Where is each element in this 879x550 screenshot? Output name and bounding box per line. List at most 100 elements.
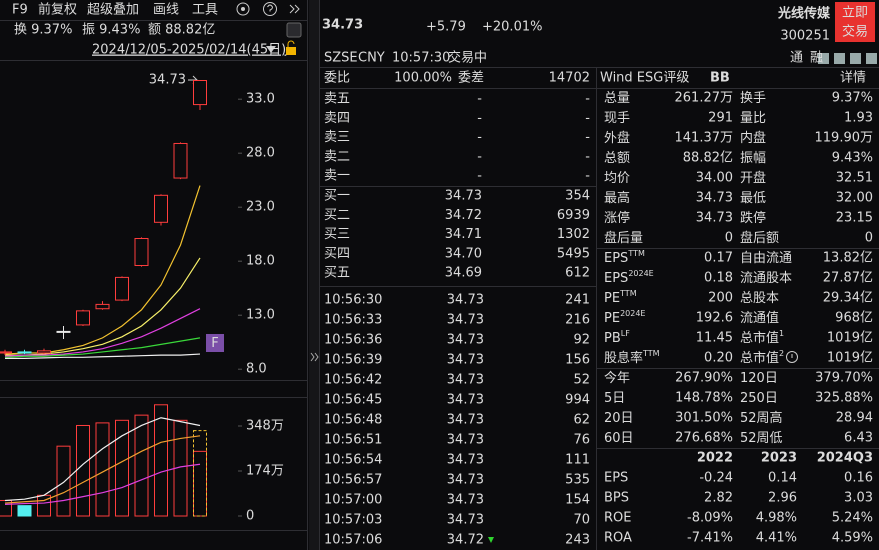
trade-price: 34.73	[447, 413, 484, 428]
marker-box	[206, 334, 224, 352]
stat-label-text: 振幅	[740, 151, 766, 166]
book-label: 买五	[324, 266, 350, 281]
moving-average	[5, 257, 201, 356]
stat-value: 119.90万	[815, 131, 874, 146]
stat-label-text: 现手	[604, 111, 630, 126]
date-range[interactable]: 2024/12/05-2025/02/14(45日)	[92, 43, 286, 58]
stat-label-sup: 2024E	[628, 269, 653, 278]
stat-label-text: 总额	[604, 151, 630, 166]
book-price: -	[477, 130, 482, 145]
toolbar-item[interactable]: 前复权	[38, 2, 77, 18]
stat-label-text: 均价	[604, 171, 630, 186]
moving-average	[4, 337, 201, 358]
stat-label: 总量	[604, 91, 630, 106]
stat-value: 200	[708, 291, 733, 306]
icon[interactable]	[850, 53, 861, 64]
trade-button-label[interactable]: 立即	[842, 6, 868, 21]
wp-icon[interactable]	[286, 22, 302, 38]
trade-time: 10:56:30	[324, 293, 382, 308]
stat-label: 内盘	[740, 130, 766, 146]
quote-exchange: SZSE	[324, 51, 358, 66]
trade-volume: 535	[565, 473, 590, 488]
stat-label-text: 自由流通	[740, 251, 792, 266]
book-label: 买一	[324, 189, 350, 204]
stat-label-sup: 1	[779, 329, 784, 338]
candle-body	[154, 194, 168, 223]
icon[interactable]	[818, 53, 829, 64]
y-tick-label: 33.0	[246, 92, 275, 107]
trade-volume: 111	[565, 453, 590, 468]
settings-icon[interactable]	[236, 2, 250, 16]
toolbar-item[interactable]: 画线	[153, 3, 179, 18]
trade-time: 10:57:06	[324, 533, 382, 548]
stat-value: 325.88%	[815, 391, 873, 406]
trade-button[interactable]	[835, 2, 875, 42]
stat-label: 总市值1	[740, 329, 784, 346]
dropdown-icon[interactable]	[266, 46, 276, 53]
trade-price: 34.73	[447, 333, 484, 348]
stat-label: 52周高	[740, 410, 783, 426]
trade-price: 34.73	[447, 393, 484, 408]
volume-average	[4, 463, 201, 505]
settings-icon-dot	[241, 7, 245, 11]
moving-average	[4, 308, 201, 357]
candle-body	[95, 303, 110, 310]
esg-link[interactable]: 详情	[840, 71, 866, 86]
candle-body	[37, 350, 51, 354]
stat-value: 27.87亿	[823, 271, 873, 286]
help-icon[interactable]	[263, 2, 277, 16]
stat-label: 120日	[740, 371, 778, 386]
marker-label: F	[211, 336, 218, 351]
stat-label-text: 流通股本	[740, 271, 792, 286]
y-tick-label: 18.0	[246, 254, 275, 269]
stat-label: 盘后量	[604, 230, 643, 246]
stat-label-text: 外盘	[604, 130, 630, 146]
lock-icon[interactable]	[286, 47, 296, 55]
stat-label-text: 52周高	[740, 410, 783, 426]
toolbar-item[interactable]: F9	[12, 3, 28, 18]
book-price: -	[477, 92, 482, 107]
moving-average	[5, 353, 201, 359]
volume-average	[4, 417, 201, 502]
stat-label-sup: TTM	[627, 249, 645, 258]
book-volume: -	[585, 130, 590, 145]
trade-time: 10:56:33	[324, 313, 382, 328]
stat-label-text: 内盘	[740, 130, 766, 146]
quote-status: 交易中	[448, 50, 487, 66]
quote-currency: CNY	[358, 51, 385, 66]
trade-button-label[interactable]: 交易	[842, 24, 868, 40]
projected-volume	[193, 430, 207, 517]
candle-body	[0, 351, 12, 354]
fin-value: -0.24	[699, 471, 733, 486]
toolbar-item[interactable]: 超级叠加	[87, 3, 139, 18]
info-icon[interactable]	[786, 351, 798, 363]
collapse-handle[interactable]	[309, 0, 319, 550]
stat-label: 总市值2	[740, 349, 784, 366]
y-tick-label: 348万	[246, 419, 284, 434]
change: +5.79	[426, 20, 466, 35]
trade-price: 34.73	[447, 293, 484, 308]
icon[interactable]	[834, 53, 845, 64]
stat-value: 28.94	[836, 411, 873, 426]
stat-value: 1.93	[844, 111, 873, 126]
stat-label-sup: 2	[779, 349, 784, 358]
last-price-label: 34.73	[149, 73, 186, 88]
icon[interactable]	[866, 53, 877, 64]
candle-body	[115, 276, 129, 301]
book-label: 卖三	[324, 130, 350, 145]
stat-label-text: 换手	[740, 91, 766, 106]
toolbar-item[interactable]: 工具	[192, 3, 218, 18]
volume-bar	[76, 424, 90, 517]
stat-label: 盘后额	[740, 230, 779, 246]
book-volume: -	[585, 169, 590, 184]
stat-label-text: 20日	[604, 411, 634, 426]
fin-value: 4.59%	[832, 531, 873, 546]
fin-value: 2.96	[768, 491, 797, 506]
stat-value: 261.27万	[675, 91, 734, 106]
stat-label: 今年	[604, 370, 630, 386]
more-icon[interactable]	[289, 4, 300, 14]
stat-value: 9.37%	[832, 91, 873, 106]
fin-value: -8.09%	[687, 511, 733, 526]
stat-label-text: 股息率	[604, 350, 643, 366]
